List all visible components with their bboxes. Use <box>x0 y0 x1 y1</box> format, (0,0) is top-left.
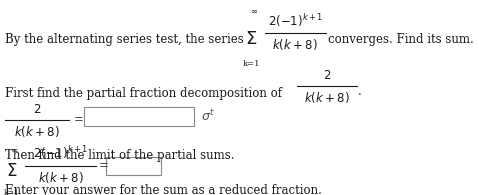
Text: $2$: $2$ <box>33 103 41 116</box>
Text: $k(k+8)$: $k(k+8)$ <box>273 37 318 52</box>
Text: k=1: k=1 <box>4 189 20 195</box>
Text: converges. Find its sum.: converges. Find its sum. <box>328 33 474 45</box>
Text: $k(k+8)$: $k(k+8)$ <box>304 90 350 105</box>
Text: First find the partial fraction decomposition of: First find the partial fraction decompos… <box>5 87 282 100</box>
Text: ∞: ∞ <box>251 8 257 16</box>
Text: Then find the limit of the partial sums.: Then find the limit of the partial sums. <box>5 150 234 162</box>
FancyBboxPatch shape <box>106 157 161 175</box>
Text: $\Sigma$: $\Sigma$ <box>6 163 18 180</box>
Text: =: = <box>74 113 84 126</box>
Text: .: . <box>358 85 362 98</box>
Text: Enter your answer for the sum as a reduced fraction.: Enter your answer for the sum as a reduc… <box>5 184 322 195</box>
Text: $2(-1)^{k+1}$: $2(-1)^{k+1}$ <box>268 12 323 29</box>
Text: =: = <box>99 159 109 172</box>
Text: $k(k+8)$: $k(k+8)$ <box>37 170 83 185</box>
Text: $2$: $2$ <box>323 68 331 82</box>
Text: By the alternating series test, the series: By the alternating series test, the seri… <box>5 33 243 45</box>
Text: k=1: k=1 <box>243 60 260 68</box>
Text: $\Sigma$: $\Sigma$ <box>245 30 258 48</box>
Text: $\sigma^t$: $\sigma^t$ <box>201 108 216 124</box>
FancyBboxPatch shape <box>84 107 194 126</box>
Text: $k(k+8)$: $k(k+8)$ <box>14 124 60 139</box>
Text: ∞: ∞ <box>11 147 18 155</box>
Text: $2(-1)^{k+1}$: $2(-1)^{k+1}$ <box>33 144 88 161</box>
